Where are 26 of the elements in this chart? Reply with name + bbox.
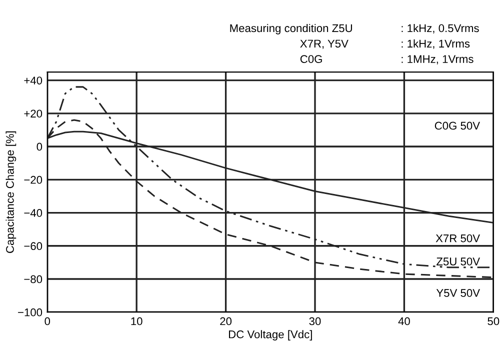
y-tick-label: +20: [24, 110, 42, 118]
text: X7R, Y5V: [300, 40, 348, 49]
x-tick-label: 20: [220, 317, 232, 326]
text: Measuring condition Z5U: [230, 24, 352, 34]
text: : 1kHz, 1Vrms: [402, 39, 470, 49]
y-tick-label: +40: [24, 76, 42, 84]
y-tick-label: −80: [24, 275, 42, 284]
series-label: Z5U 50V: [436, 258, 480, 266]
text: : 1kHz, 0.5Vrms: [402, 24, 479, 34]
y-tick-label: −20: [24, 176, 42, 184]
text: : 1MHz, 1Vrms: [402, 55, 474, 64]
x-tick-label: 30: [309, 317, 321, 326]
x-tick-label: 40: [398, 317, 410, 326]
series-label: X7R 50V: [436, 234, 480, 242]
x-axis-title: DC Voltage [Vdc]: [229, 330, 312, 340]
x-tick-label: 10: [131, 317, 142, 326]
y-tick-label: −100: [18, 308, 42, 316]
series-label: Y5V 50V: [436, 289, 480, 297]
y-tick-label: −60: [24, 242, 42, 250]
y-tick-label: −40: [24, 209, 42, 217]
x-tick-label: 0: [44, 317, 50, 326]
x-tick-label: 50: [488, 317, 500, 326]
series-label: C0G 50V: [434, 122, 480, 130]
y-tick-label: 0: [36, 142, 42, 151]
text: C0G: [300, 55, 322, 64]
y-axis-title: Capacitance Change [%]: [6, 131, 16, 253]
